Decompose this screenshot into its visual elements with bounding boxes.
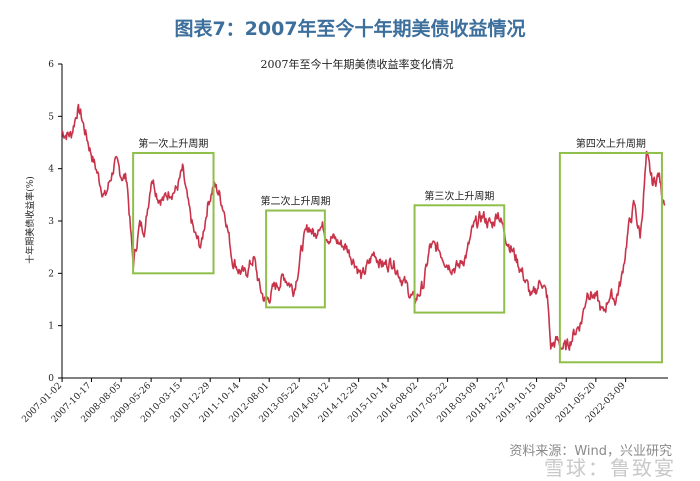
source-note: 资料来源：Wind，兴业研究 (509, 444, 672, 459)
cycle-box-3 (413, 204, 506, 314)
y-tick-label: 0 (48, 374, 54, 384)
axes-layer: 01234562007-01-022007-10-172008-08-05200… (20, 60, 668, 425)
y-tick-label: 6 (48, 60, 54, 70)
cycle-label-2: 第二次上升周期 (260, 195, 330, 208)
cycle-label-3: 第三次上升周期 (424, 189, 494, 202)
cycle-label-1: 第一次上升周期 (138, 137, 208, 150)
y-axis-label: 十年期美债收益率(%) (24, 176, 36, 264)
y-tick-label: 2 (48, 269, 54, 279)
y-tick-label: 4 (48, 165, 54, 175)
y-tick-label: 5 (48, 112, 54, 122)
series-line-10y-yield (61, 103, 666, 351)
y-tick-label: 1 (48, 322, 54, 332)
cycle-box-4 (558, 151, 663, 364)
chart-title: 2007年至今十年期美债收益率变化情况 (261, 57, 454, 71)
cycle-box-1 (132, 151, 215, 275)
watermark: 雪球：鲁致宴 (544, 456, 676, 480)
y-tick-label: 3 (48, 217, 54, 227)
cycle-box-2 (265, 209, 326, 309)
series-layer (61, 103, 666, 351)
figure-title: 图表7：2007年至今十年期美债收益情况 (174, 18, 526, 40)
cycle-label-4: 第四次上升周期 (576, 137, 646, 150)
